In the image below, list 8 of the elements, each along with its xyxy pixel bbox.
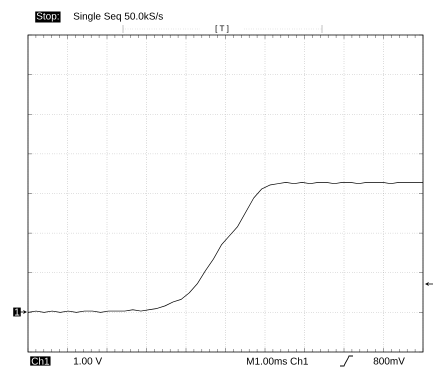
text: 1.00 V	[74, 357, 102, 365]
text: Stop:	[36, 12, 59, 22]
text: Ch1	[32, 357, 50, 365]
text: Single Seq 50.0kS/s	[74, 12, 163, 22]
text: M1.00ms Ch1	[247, 357, 308, 365]
text: 800mV	[374, 357, 405, 365]
text: [ T ]	[216, 25, 228, 33]
text: 1	[14, 308, 20, 316]
